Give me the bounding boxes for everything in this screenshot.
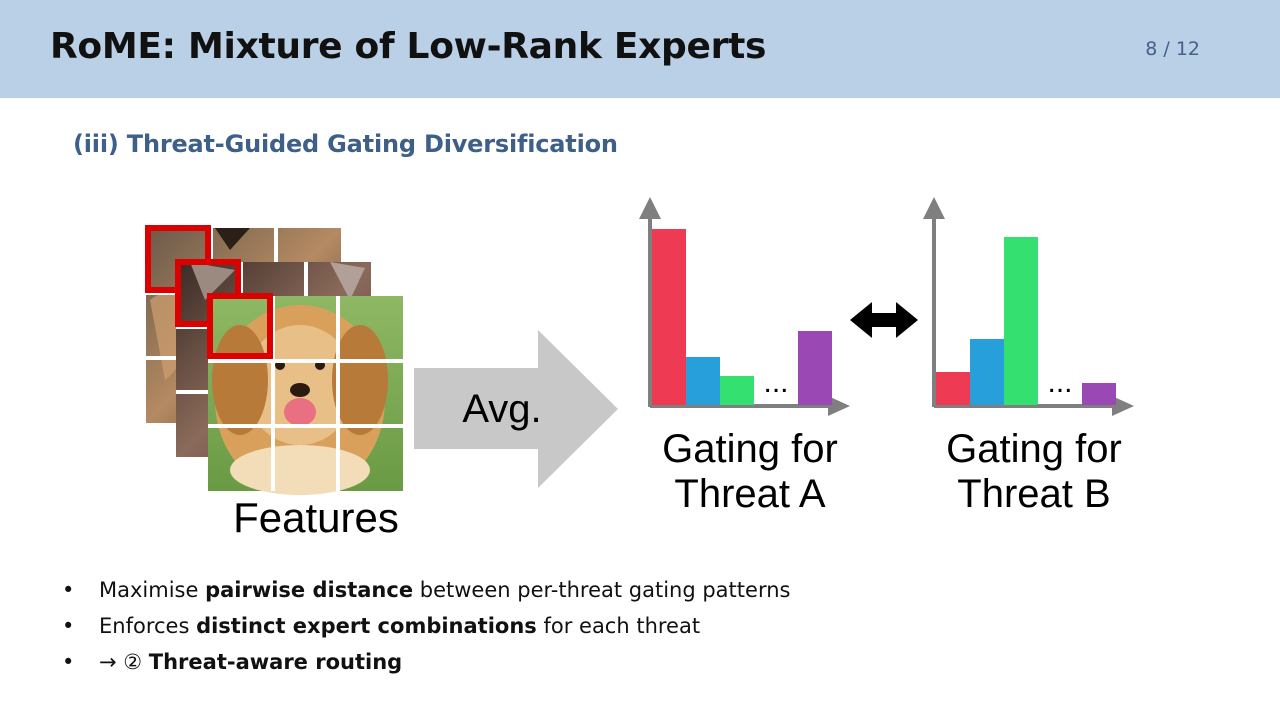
page-number: 8 / 12 bbox=[1145, 38, 1200, 60]
average-arrow: Avg. bbox=[414, 330, 618, 488]
chart-a-bar-expert-n bbox=[798, 331, 832, 405]
bullet-text-pre: Maximise bbox=[99, 578, 206, 602]
double-arrow-icon bbox=[850, 302, 918, 338]
chart-a-bar-expert-1 bbox=[652, 229, 686, 405]
chart-b-bar-expert-n bbox=[1082, 383, 1116, 405]
bullet-item: • → ② Threat-aware routing bbox=[62, 644, 790, 680]
chart-b-y-arrowhead bbox=[923, 197, 945, 219]
features-label: Features bbox=[233, 494, 399, 541]
chart-a-label-line2: Threat A bbox=[674, 472, 826, 516]
chart-b-ellipsis: ... bbox=[1047, 366, 1072, 399]
bullet-list: • Maximise pairwise distance between per… bbox=[62, 572, 790, 680]
chart-b-bar-expert-1 bbox=[936, 372, 970, 405]
slide-title: RoME: Mixture of Low-Rank Experts bbox=[50, 26, 767, 67]
bullet-text-bold: pairwise distance bbox=[205, 578, 414, 602]
patch-highlight-front bbox=[207, 293, 273, 359]
bullet-text-bold: distinct expert combinations bbox=[196, 614, 537, 638]
bullet-text-pre: → ② bbox=[99, 650, 149, 674]
section-subtitle: (iii) Threat-Guided Gating Diversificati… bbox=[73, 130, 618, 158]
chart-b-x-arrowhead bbox=[1112, 396, 1134, 416]
bullet-item: • Enforces distinct expert combinations … bbox=[62, 608, 790, 644]
gating-chart-a: ... Gating for Threat A bbox=[639, 197, 850, 516]
bullet-dot: • bbox=[62, 614, 75, 638]
gating-chart-b: ... Gating for Threat B bbox=[923, 197, 1134, 516]
bullet-text-bold: Threat-aware routing bbox=[148, 650, 403, 674]
chart-a-ellipsis: ... bbox=[763, 366, 788, 399]
chart-a-label-line1: Gating for bbox=[662, 427, 838, 471]
chart-a-bar-expert-3 bbox=[720, 376, 754, 405]
chart-b-label-line1: Gating for bbox=[946, 427, 1122, 471]
feature-image-front bbox=[207, 293, 403, 495]
bullet-dot: • bbox=[62, 578, 75, 602]
chart-b-label-line2: Threat B bbox=[957, 472, 1110, 516]
bullet-text-pre: Enforces bbox=[99, 614, 197, 638]
chart-b-bar-expert-3 bbox=[1004, 237, 1038, 405]
bullet-text-post: between per-threat gating patterns bbox=[413, 578, 791, 602]
chart-a-x-arrowhead bbox=[828, 396, 850, 416]
bullet-item: • Maximise pairwise distance between per… bbox=[62, 572, 790, 608]
bullet-dot: • bbox=[62, 650, 75, 674]
bullet-text-post: for each threat bbox=[536, 614, 701, 638]
chart-a-y-arrowhead bbox=[639, 197, 661, 219]
slide-header: RoME: Mixture of Low-Rank Experts 8 / 12 bbox=[0, 0, 1280, 98]
arrow-label: Avg. bbox=[462, 387, 541, 431]
chart-b-bar-expert-2 bbox=[970, 339, 1004, 405]
chart-a-bar-expert-2 bbox=[686, 357, 720, 405]
